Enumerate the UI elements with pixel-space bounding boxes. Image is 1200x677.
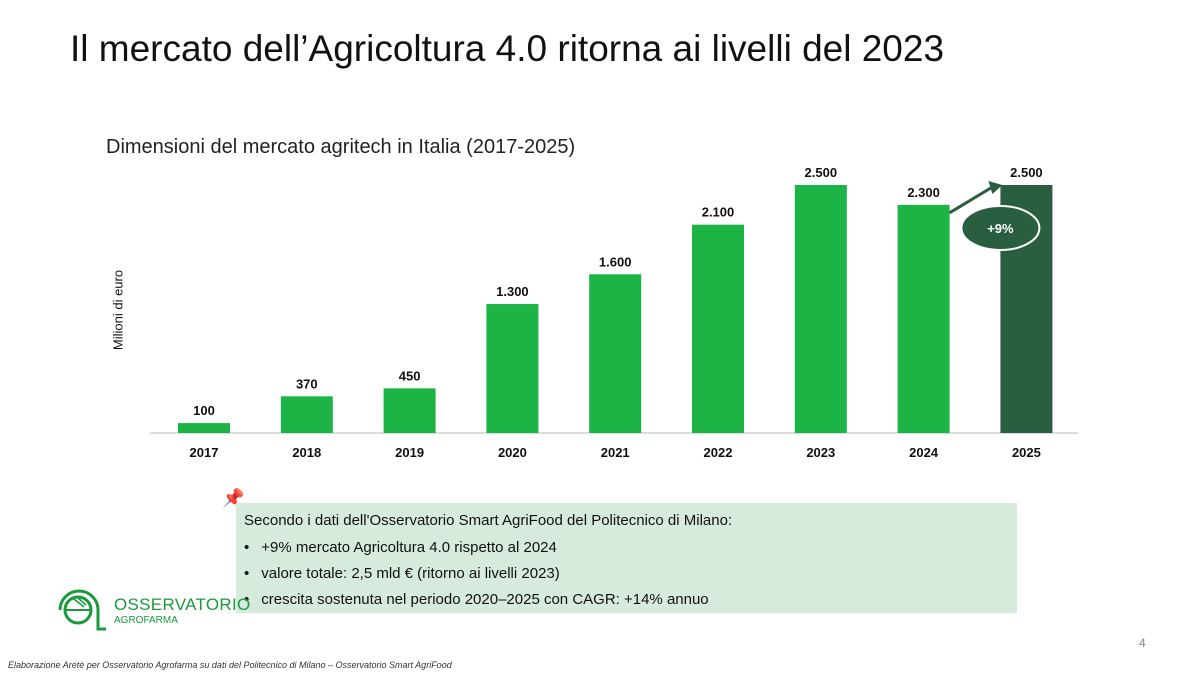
data-label-2023: 2.500 (805, 165, 838, 180)
data-label-2024: 2.300 (907, 185, 940, 200)
data-label-2018: 370 (296, 376, 318, 391)
x-tick-2022: 2022 (704, 445, 733, 460)
growth-badge-label: +9% (987, 221, 1014, 236)
x-tick-2019: 2019 (395, 445, 424, 460)
x-tick-2023: 2023 (806, 445, 835, 460)
data-label-2020: 1.300 (496, 284, 529, 299)
summary-bullet: crescita sostenuta nel periodo 2020–2025… (244, 591, 708, 617)
bar-chart: 100 2017 370 2018 450 2019 1.300 2020 1.600 2021 2… (150, 165, 1078, 460)
bar-2024 (897, 204, 950, 433)
summary-lead: Secondo i dati dell'Osservatorio Smart A… (244, 512, 733, 529)
data-label-2019: 450 (399, 368, 421, 383)
chart-title: Dimensioni del mercato agritech in Itali… (106, 136, 576, 158)
bar-2020 (486, 304, 539, 433)
data-label-2025: 2.500 (1010, 165, 1043, 180)
x-tick-2017: 2017 (190, 445, 219, 460)
logo: OSSERVATORIO AGROFARMA (54, 587, 251, 633)
x-tick-2021: 2021 (601, 445, 630, 460)
bar-2019 (383, 388, 436, 433)
x-tick-2025: 2025 (1012, 445, 1041, 460)
x-tick-2024: 2024 (909, 445, 939, 460)
logo-icon (58, 589, 106, 631)
summary-bullet: +9% mercato Agricoltura 4.0 rispetto al … (244, 539, 709, 565)
bar-2022 (692, 224, 744, 433)
x-tick-2018: 2018 (292, 445, 321, 460)
data-label-2017: 100 (193, 403, 215, 418)
bar-2018 (280, 396, 333, 433)
x-tick-2020: 2020 (498, 445, 527, 460)
growth-arrow (948, 185, 994, 215)
bar-2023 (794, 185, 847, 433)
source-footer: Elaborazione Aretè per Osservatorio Agro… (8, 660, 452, 670)
summary-bullet: valore totale: 2,5 mld € (ritorno ai liv… (244, 565, 709, 591)
logo-subname: AGROFARMA (114, 614, 178, 626)
growth-arrowhead (988, 181, 1003, 194)
bar-2017 (178, 423, 230, 433)
bar-2021 (589, 274, 642, 433)
page-number: 4 (1139, 636, 1146, 650)
slide-title: Il mercato dell’Agricoltura 4.0 ritorna … (70, 28, 945, 69)
growth-badge (960, 205, 1041, 251)
data-label-2021: 1.600 (599, 254, 632, 269)
logo-name: OSSERVATORIO (114, 594, 251, 614)
data-label-2022: 2.100 (702, 205, 735, 220)
summary-box: Secondo i dati dell'Osservatorio Smart A… (236, 503, 1017, 613)
